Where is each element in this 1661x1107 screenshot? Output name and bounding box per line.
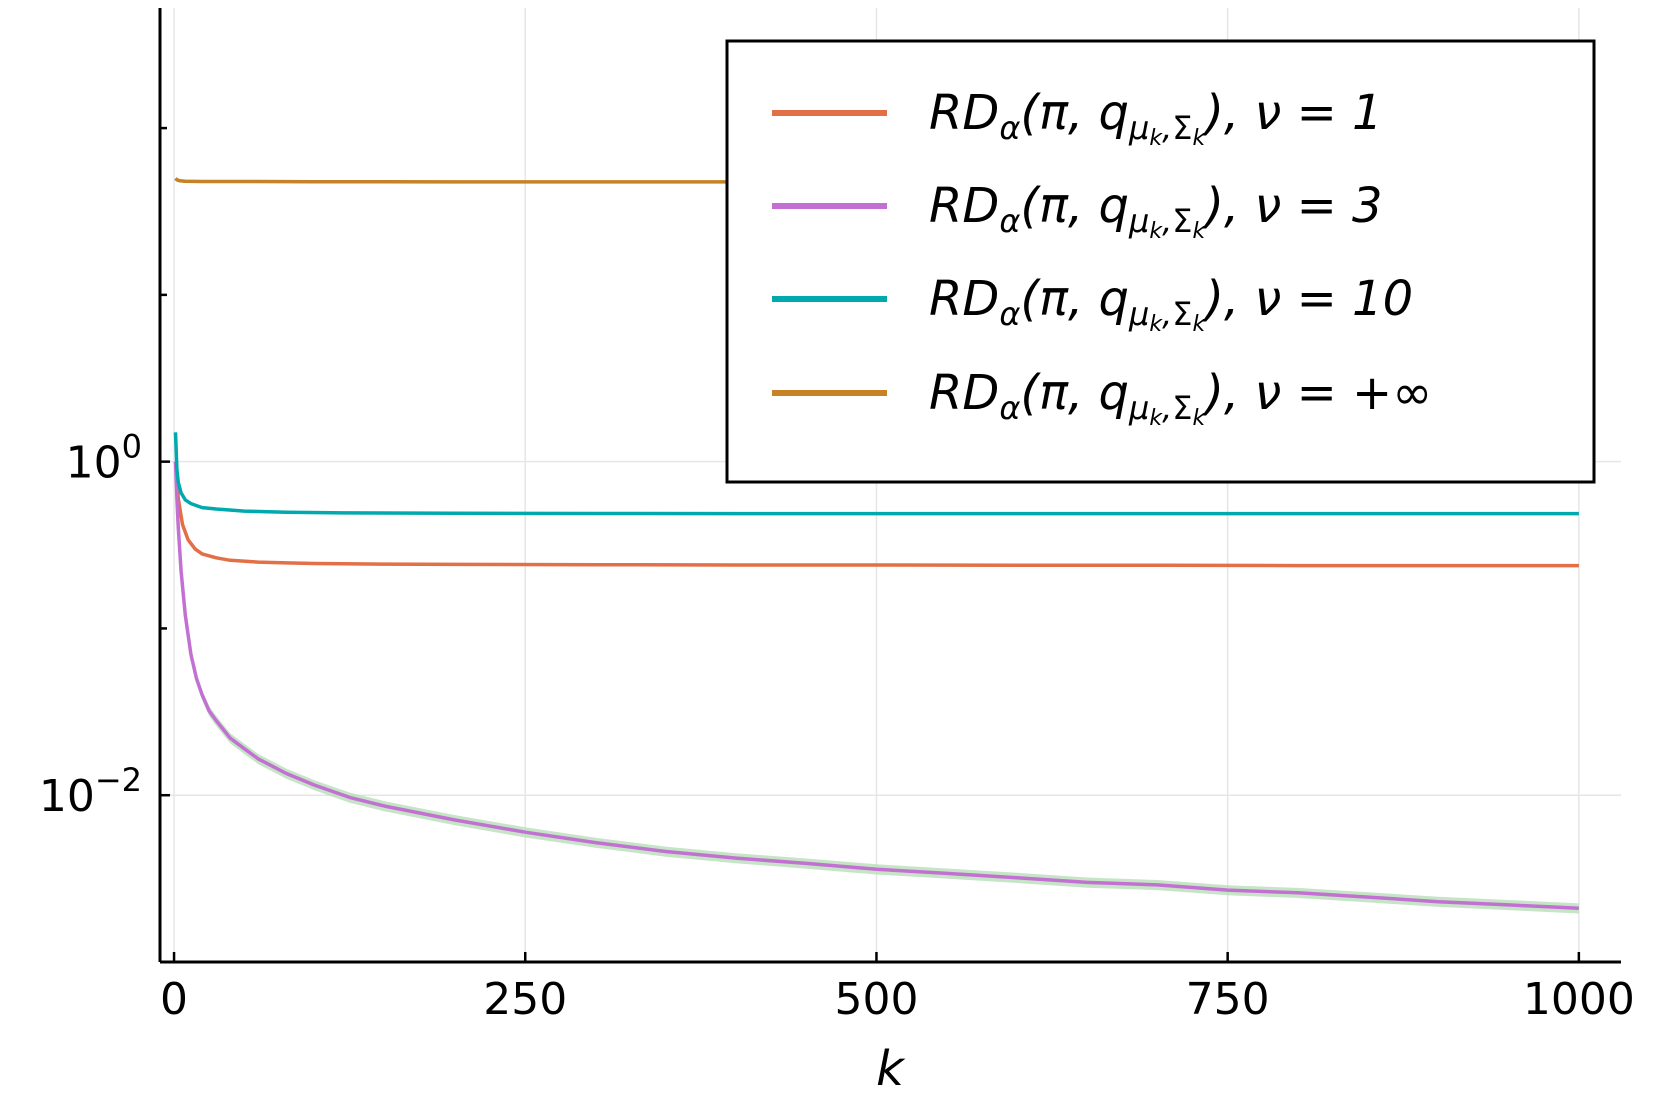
legend-entry-2: RDα(π, qμk,Σk), ν = 3 (772, 178, 1383, 244)
x-tick-label: 250 (483, 974, 567, 1025)
y-ticks: 100 10−2 (39, 126, 170, 964)
x-tick-label: 750 (1186, 974, 1270, 1025)
series-line-3 (173, 432, 1579, 516)
series-line-4 (174, 177, 1579, 184)
legend-label: RDα(π, qμk,Σk), ν = +∞ (929, 365, 1432, 431)
series-lines (173, 177, 1579, 911)
x-tick-label: 1000 (1523, 974, 1635, 1025)
legend: RDα(π, qμk,Σk), ν = 1 RDα(π, qμk,Σk), ν =… (725, 39, 1596, 484)
legend-entry-3: RDα(π, qμk,Σk), ν = 10 (772, 271, 1413, 337)
x-axis-title: k (876, 1041, 906, 1097)
series-line-1 (173, 461, 1579, 568)
legend-entry-1: RDα(π, qμk,Σk), ν = 1 (772, 85, 1383, 151)
legend-label: RDα(π, qμk,Σk), ν = 1 (929, 85, 1383, 151)
series-line-2 (173, 461, 1579, 911)
axes (158, 8, 1621, 964)
x-tick-label: 500 (834, 974, 918, 1025)
y-tick-label: 100 (66, 428, 142, 489)
legend-items: RDα(π, qμk,Σk), ν = 1 RDα(π, qμk,Σk), ν =… (772, 85, 1432, 431)
legend-entry-4: RDα(π, qμk,Σk), ν = +∞ (772, 365, 1432, 431)
legend-label: RDα(π, qμk,Σk), ν = 3 (929, 178, 1383, 244)
x-ticks: 0 250 500 750 1000 (160, 952, 1635, 1025)
legend-label: RDα(π, qμk,Σk), ν = 10 (929, 271, 1413, 337)
y-tick-label: 10−2 (39, 761, 142, 822)
x-tick-label: 0 (160, 974, 188, 1025)
